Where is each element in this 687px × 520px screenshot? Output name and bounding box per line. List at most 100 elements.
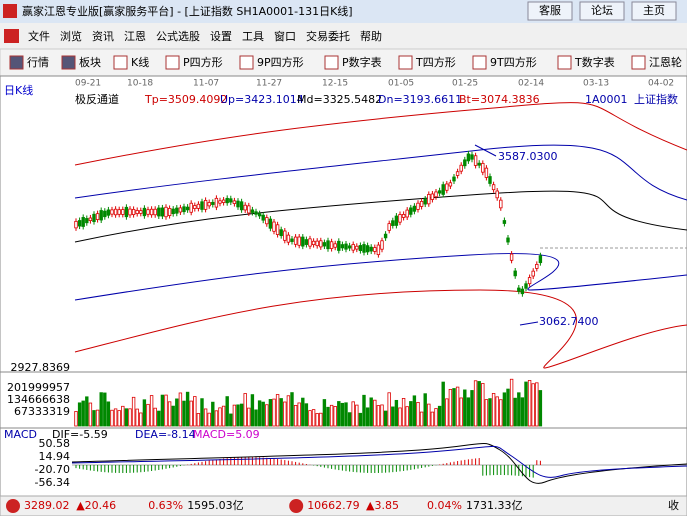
macd-name: MACD: [4, 428, 37, 441]
volume-bar: [373, 399, 377, 427]
candle-body: [427, 194, 431, 205]
volume-bar: [495, 396, 499, 427]
menu-item[interactable]: 帮助: [360, 29, 382, 43]
volume-bar: [463, 389, 467, 427]
window-button-label[interactable]: 论坛: [591, 3, 613, 17]
toolbar-button[interactable]: 9P四方形: [257, 55, 304, 69]
candle-body: [473, 155, 478, 166]
volume-bar: [185, 391, 190, 427]
candle-body: [290, 238, 294, 242]
date-label: 11-07: [193, 79, 219, 89]
window-button-label[interactable]: 主页: [643, 4, 665, 17]
volume-bar: [394, 399, 399, 427]
volume-bar: [178, 392, 183, 427]
volume-bar: [416, 402, 420, 427]
menu-item[interactable]: 交易委托: [306, 29, 350, 43]
volume-bar: [308, 410, 312, 427]
status-pct: 0.63%: [148, 499, 183, 512]
volume-bar: [149, 395, 154, 427]
toolbar-button[interactable]: T数字表: [574, 55, 615, 69]
toolbar-button[interactable]: P四方形: [183, 55, 223, 69]
menu-item[interactable]: 窗口: [274, 29, 296, 43]
toolbar-button[interactable]: 9T四方形: [490, 55, 537, 69]
candle-body: [99, 210, 103, 221]
window-button[interactable]: [631, 1, 677, 21]
status-amount: 1731.33亿: [466, 499, 523, 512]
volume-bar: [128, 408, 132, 427]
candle-body: [481, 163, 485, 173]
volume-bar: [538, 390, 543, 427]
menu-item[interactable]: 江恩: [124, 30, 146, 43]
volume-bar: [358, 412, 363, 427]
status-icon: [6, 499, 20, 513]
status-icon: [289, 499, 304, 513]
candle-body: [520, 288, 525, 295]
candle-body: [488, 176, 492, 184]
menu-item[interactable]: 文件: [28, 29, 50, 43]
window-button-label[interactable]: 客服: [539, 3, 561, 17]
volume-bar: [135, 408, 139, 427]
indicator-param: Up=3423.1014: [220, 93, 304, 106]
channel-down: [74, 253, 687, 301]
candle-body: [337, 240, 341, 251]
candle-body: [459, 164, 463, 172]
candle-body: [333, 243, 337, 248]
candle-body: [113, 208, 118, 216]
volume-bar: [297, 402, 301, 427]
candle-body: [146, 209, 150, 215]
volume-bar: [362, 394, 366, 427]
candle-body: [455, 171, 460, 176]
toolbar-button[interactable]: T四方形: [415, 55, 456, 69]
candle-body: [513, 270, 517, 277]
candle-body: [110, 209, 114, 215]
volume-bar: [311, 409, 316, 427]
menu-item[interactable]: 浏览: [60, 29, 82, 43]
status-price: 10662.79: [307, 499, 360, 512]
volume-bar: [405, 406, 409, 427]
candle-body: [394, 215, 399, 226]
macd-label: 50.58: [39, 437, 71, 450]
date-label: 01-25: [452, 79, 478, 89]
candle-body: [106, 209, 111, 216]
candle-body: [275, 224, 280, 235]
menu-item[interactable]: 公式选股: [156, 30, 200, 43]
toolbar-icon: [61, 55, 76, 70]
candle-body: [326, 240, 330, 250]
channel-top: [74, 102, 687, 166]
toolbar-button[interactable]: 江恩轮: [649, 55, 682, 69]
candle-body: [301, 236, 305, 247]
window-button[interactable]: [579, 1, 625, 21]
date-label: 12-15: [322, 79, 348, 89]
toolbar-button[interactable]: 板块: [79, 55, 101, 69]
candle-body: [531, 270, 535, 277]
menu-item[interactable]: 资讯: [92, 30, 114, 43]
window-button[interactable]: [527, 1, 573, 21]
volume-bar: [369, 397, 373, 427]
candle-body: [362, 244, 366, 253]
volume-bar: [524, 381, 528, 427]
indicator-name: 极反通道: [75, 92, 119, 106]
toolbar-icon: [472, 55, 487, 70]
candle-body: [232, 200, 237, 204]
menu-item[interactable]: 设置: [210, 30, 232, 43]
candle-body: [297, 236, 301, 246]
toolbar-button[interactable]: 行情: [27, 56, 49, 69]
candle-body: [225, 197, 229, 204]
candle-body: [85, 218, 89, 224]
candle-body: [124, 206, 129, 218]
menu-item[interactable]: 工具: [242, 30, 264, 43]
toolbar-button[interactable]: P数字表: [342, 55, 382, 69]
volume-bar: [430, 411, 435, 427]
candle-body: [509, 253, 514, 261]
candle-body: [311, 240, 316, 246]
symbol: 1A0001: [585, 93, 628, 106]
volume-bar: [466, 397, 471, 427]
volume-bar: [290, 392, 294, 427]
toolbar-button[interactable]: K线: [131, 55, 149, 69]
annotation-line: [519, 321, 539, 326]
volume-bar: [142, 399, 147, 427]
date-label: 10-18: [127, 79, 153, 89]
volume-bar: [340, 402, 345, 427]
candle-body: [380, 240, 384, 250]
volume-bar: [293, 404, 298, 427]
